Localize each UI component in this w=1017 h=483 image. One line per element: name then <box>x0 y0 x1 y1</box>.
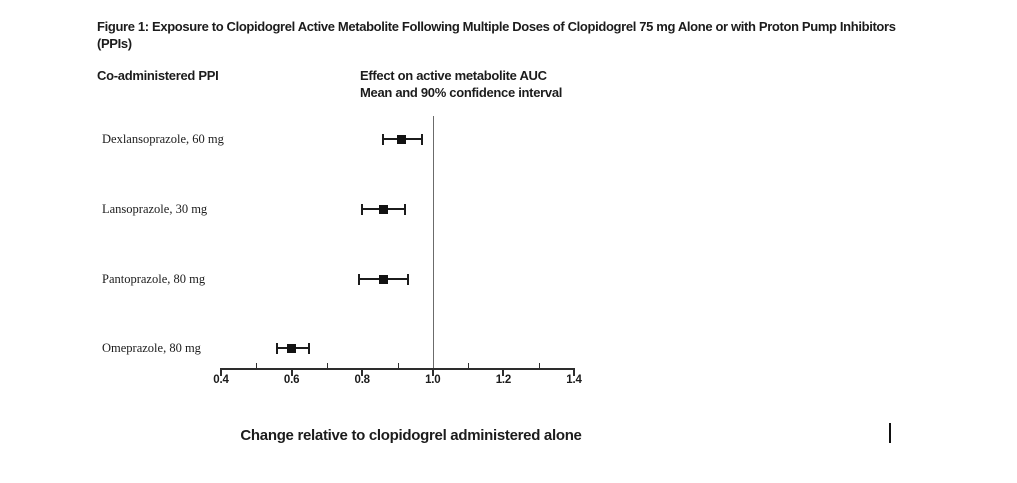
row-label: Lansoprazole, 30 mg <box>102 202 208 216</box>
reference-line <box>432 116 434 368</box>
x-tick-label: 0.4 <box>213 374 229 386</box>
ci-cap <box>361 203 364 215</box>
mean-marker <box>287 343 297 353</box>
mean-marker <box>378 204 388 214</box>
column-header-effect: Effect on active metabolite AUC Mean and… <box>360 67 562 101</box>
x-tick-major <box>502 370 505 376</box>
x-axis-line <box>220 368 575 370</box>
x-tick-label: 1.2 <box>495 374 512 386</box>
ci-cap <box>357 273 360 285</box>
x-tick-label: 1.0 <box>425 374 441 386</box>
x-tick-major <box>431 370 434 376</box>
mean-marker <box>396 134 406 144</box>
x-tick-minor <box>468 363 470 368</box>
ci-cap <box>421 133 424 145</box>
text-cursor <box>889 423 891 443</box>
ci-cap <box>382 133 385 145</box>
row-label: Dexlansoprazole, 60 mg <box>102 132 224 146</box>
column-header-effect-line2: Mean and 90% confidence interval <box>360 85 563 100</box>
ci-cap <box>407 273 410 285</box>
figure-title: Figure 1: Exposure to Clopidogrel Active… <box>97 19 896 51</box>
x-tick-minor <box>397 363 399 368</box>
x-tick-minor <box>538 363 540 368</box>
x-tick-minor <box>256 363 258 368</box>
mean-marker <box>378 274 388 284</box>
x-tick-label: 1.4 <box>566 374 582 386</box>
x-tick-major <box>573 370 575 376</box>
x-tick-major <box>220 370 222 376</box>
x-tick-minor <box>326 363 328 368</box>
x-tick-label: 0.8 <box>354 374 370 386</box>
x-tick-label: 0.6 <box>283 374 300 386</box>
column-header-effect-line1: Effect on active metabolite AUC <box>360 68 547 83</box>
row-label: Omeprazole, 80 mg <box>102 341 201 355</box>
x-tick-major <box>361 370 364 376</box>
x-tick-major <box>290 370 293 376</box>
ci-cap <box>276 342 279 354</box>
column-header-ppi: Co-administered PPI <box>97 68 219 83</box>
x-axis-label: Change relative to clopidogrel administe… <box>240 427 582 444</box>
ci-cap <box>308 342 311 354</box>
ci-cap <box>403 203 406 215</box>
row-label: Pantoprazole, 80 mg <box>102 272 206 286</box>
